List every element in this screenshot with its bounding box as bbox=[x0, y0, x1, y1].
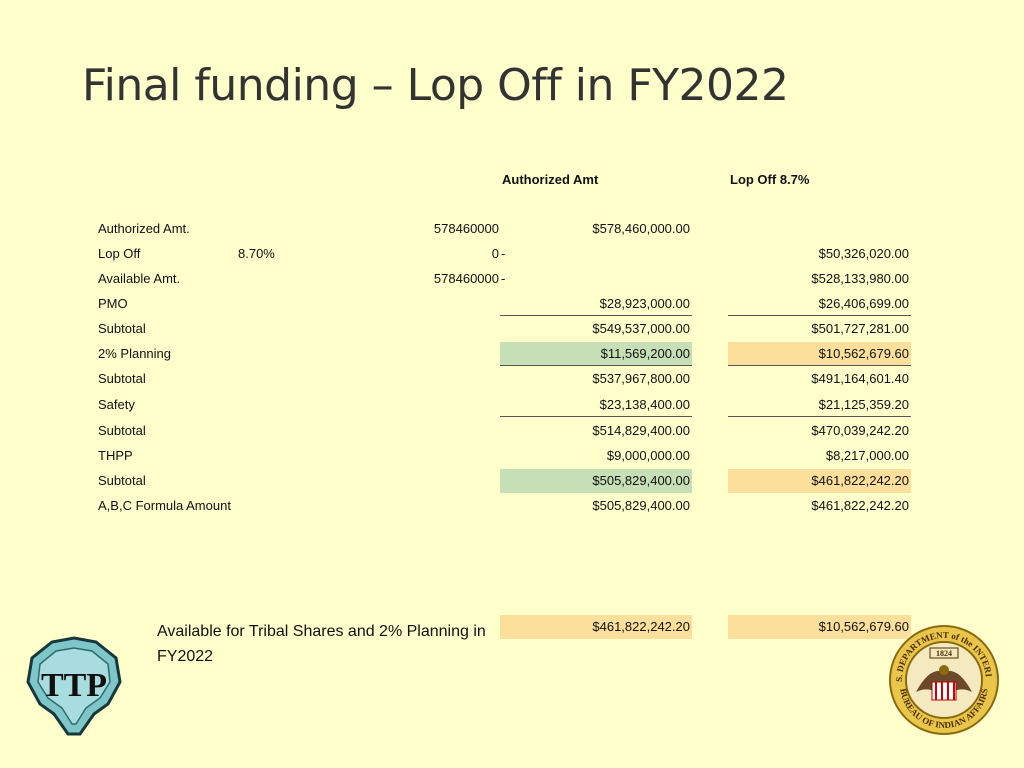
table-row: Available Amt. 578460000- $528,133,980.00 bbox=[0, 267, 1024, 292]
row-raw-amount bbox=[380, 494, 499, 518]
row-lopoff-amount: $50,326,020.00 bbox=[818, 246, 909, 261]
header-authorized-amt: Authorized Amt bbox=[502, 172, 599, 187]
row-authorized-amount: $28,923,000.00 bbox=[500, 292, 692, 316]
row-label: Subtotal bbox=[98, 371, 146, 386]
row-raw-amount bbox=[380, 342, 499, 366]
row-dash: - bbox=[501, 271, 506, 286]
bia-seal-year: 1824 bbox=[936, 649, 952, 658]
row-label: A,B,C Formula Amount bbox=[98, 498, 231, 513]
row-lopoff-amount: $21,125,359.20 bbox=[728, 393, 911, 417]
row-authorized-amount: $505,829,400.00 bbox=[500, 469, 692, 493]
table-row: A,B,C Formula Amount $505,829,400.00 $461,… bbox=[0, 494, 1024, 519]
row-lopoff-amount: $8,217,000.00 bbox=[825, 448, 909, 463]
available-lopoff-value: $10,562,679.60 bbox=[728, 615, 911, 639]
ttp-logo: TTP bbox=[26, 636, 122, 736]
row-authorized-amount: $9,000,000.00 bbox=[606, 448, 690, 463]
page-title: Final funding – Lop Off in FY2022 bbox=[82, 60, 789, 111]
available-authorized-value: $461,822,242.20 bbox=[500, 615, 692, 639]
row-raw-amount bbox=[380, 469, 499, 493]
row-authorized-amount: $537,967,800.00 bbox=[592, 371, 690, 386]
row-dash: - bbox=[501, 246, 506, 261]
row-authorized-amount: $514,829,400.00 bbox=[592, 423, 690, 438]
row-raw-amount bbox=[380, 444, 499, 468]
row-lopoff-amount: $491,164,601.40 bbox=[811, 371, 909, 386]
header-lop-off: Lop Off 8.7% bbox=[730, 172, 810, 187]
table-row: 2% Planning $11,569,200.00 $10,562,679.60 bbox=[0, 342, 1024, 367]
table-row: Safety $23,138,400.00 $21,125,359.20 bbox=[0, 393, 1024, 418]
available-label: Available for Tribal Shares and 2% Plann… bbox=[157, 623, 486, 665]
row-raw-amount: 578460000 bbox=[433, 271, 499, 286]
row-authorized-amount bbox=[500, 267, 692, 291]
bia-seal: U.S. DEPARTMENT of the INTERIOR BUREAU O… bbox=[886, 622, 1000, 736]
row-raw-amount bbox=[380, 317, 499, 341]
row-authorized-amount: $505,829,400.00 bbox=[592, 498, 690, 513]
row-lopoff-amount: $470,039,242.20 bbox=[811, 423, 909, 438]
row-label: 2% Planning bbox=[98, 346, 171, 361]
row-authorized-amount: $11,569,200.00 bbox=[500, 342, 692, 366]
row-label: Subtotal bbox=[98, 321, 146, 336]
row-raw-amount bbox=[380, 419, 499, 443]
table-row: Subtotal $505,829,400.00 $461,822,242.20 bbox=[0, 469, 1024, 494]
row-lopoff-amount bbox=[728, 217, 911, 241]
table-row: Subtotal $549,537,000.00 $501,727,281.00 bbox=[0, 317, 1024, 342]
row-label: Available Amt. bbox=[98, 271, 181, 286]
table-row: Lop Off 8.70% 0- $50,326,020.00 bbox=[0, 242, 1024, 267]
row-label: Safety bbox=[98, 397, 135, 412]
row-label: Lop Off bbox=[98, 246, 141, 261]
row-label: THPP bbox=[98, 448, 133, 463]
row-authorized-amount: $578,460,000.00 bbox=[592, 221, 690, 236]
ttp-logo-text: TTP bbox=[41, 667, 107, 704]
row-raw-amount: 0 bbox=[491, 246, 499, 261]
table-row: PMO $28,923,000.00 $26,406,699.00 bbox=[0, 292, 1024, 317]
row-label: Subtotal bbox=[98, 423, 146, 438]
row-lopoff-amount: $26,406,699.00 bbox=[728, 292, 911, 316]
table-row: Authorized Amt. 578460000 $578,460,000.00 bbox=[0, 217, 1024, 242]
table-row: THPP $9,000,000.00 $8,217,000.00 bbox=[0, 444, 1024, 469]
row-raw-amount bbox=[380, 292, 499, 316]
table-row: Subtotal $514,829,400.00 $470,039,242.20 bbox=[0, 419, 1024, 444]
row-label: Subtotal bbox=[98, 473, 146, 488]
row-label: Authorized Amt. bbox=[98, 221, 190, 236]
row-authorized-amount: $23,138,400.00 bbox=[500, 393, 692, 417]
row-label: PMO bbox=[98, 296, 128, 311]
row-lopoff-amount: $461,822,242.20 bbox=[728, 469, 911, 493]
row-lopoff-amount: $10,562,679.60 bbox=[728, 342, 911, 366]
row-lopoff-amount: $528,133,980.00 bbox=[811, 271, 909, 286]
row-raw-amount bbox=[380, 393, 499, 417]
row-percent: 8.70% bbox=[238, 246, 275, 261]
row-raw-amount bbox=[380, 367, 499, 391]
row-raw-amount: 578460000 bbox=[433, 221, 499, 236]
row-authorized-amount: $549,537,000.00 bbox=[592, 321, 690, 336]
row-authorized-amount bbox=[500, 242, 692, 266]
table-row: Subtotal $537,967,800.00 $491,164,601.40 bbox=[0, 367, 1024, 392]
row-lopoff-amount: $461,822,242.20 bbox=[811, 498, 909, 513]
row-lopoff-amount: $501,727,281.00 bbox=[811, 321, 909, 336]
